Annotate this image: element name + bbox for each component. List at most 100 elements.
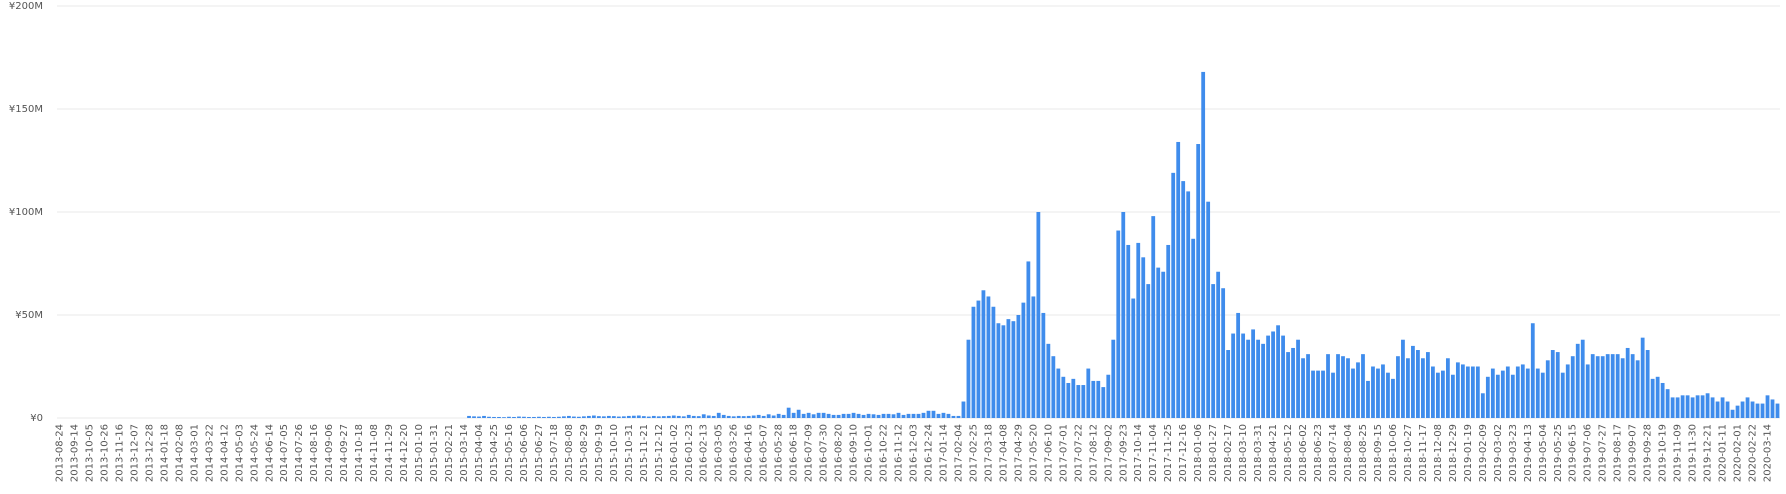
bar — [1480, 393, 1485, 418]
bar — [1485, 376, 1490, 418]
x-tick-label: 2016-09-10 — [849, 424, 860, 482]
x-tick-label: 2020-02-01 — [1733, 424, 1744, 482]
x-tick-label: 2015-02-21 — [444, 424, 455, 482]
bar — [1081, 385, 1086, 418]
bar — [1745, 397, 1750, 418]
bar — [641, 416, 646, 418]
bar — [1560, 372, 1565, 418]
x-tick-label: 2020-01-11 — [1718, 424, 1729, 482]
bar — [1156, 267, 1161, 418]
bar — [1331, 372, 1335, 418]
bar — [1755, 403, 1760, 418]
bar — [866, 413, 871, 418]
bar — [741, 416, 746, 418]
bar — [1281, 335, 1285, 418]
bar — [1151, 216, 1156, 418]
bar — [1266, 335, 1270, 418]
bar — [1361, 354, 1365, 418]
x-tick-label: 2019-09-28 — [1643, 424, 1654, 482]
bar — [951, 415, 956, 418]
x-tick-label: 2015-01-31 — [429, 424, 440, 482]
x-tick-label: 2016-11-12 — [894, 424, 905, 482]
bar — [1286, 352, 1290, 418]
bar — [1116, 230, 1121, 418]
bar — [1555, 352, 1560, 418]
bar — [791, 412, 796, 418]
x-tick-label: 2014-09-06 — [324, 424, 335, 482]
bar — [666, 415, 671, 418]
bar — [482, 415, 486, 418]
bar — [1061, 376, 1066, 418]
bar — [477, 416, 481, 418]
bar — [492, 416, 496, 418]
bar — [1670, 397, 1675, 418]
bar — [522, 416, 526, 418]
bar — [946, 413, 951, 418]
bar — [1011, 321, 1016, 418]
x-tick-label: 2015-04-04 — [474, 424, 485, 482]
bar — [1036, 212, 1041, 418]
bar — [1730, 409, 1735, 418]
bar — [861, 414, 866, 418]
bar — [1635, 360, 1640, 418]
bar — [586, 415, 591, 418]
x-tick-label: 2019-12-21 — [1703, 424, 1714, 482]
bar — [916, 413, 921, 418]
bar — [1431, 366, 1435, 418]
x-tick-label: 2015-10-31 — [624, 424, 635, 482]
bar — [841, 413, 846, 418]
x-tick-label: 2016-04-16 — [744, 424, 755, 482]
bar — [1426, 352, 1430, 418]
bar — [1545, 360, 1550, 418]
x-tick-label: 2016-08-20 — [834, 424, 845, 482]
x-tick-label: 2017-09-02 — [1103, 424, 1114, 482]
x-tick-label: 2014-03-22 — [204, 424, 215, 482]
x-tick-label: 2017-10-14 — [1133, 424, 1144, 482]
bar — [1366, 380, 1370, 418]
x-tick-label: 2016-05-07 — [759, 424, 770, 482]
x-tick-label: 2017-02-04 — [953, 424, 964, 482]
bar — [1101, 387, 1106, 418]
x-tick-label: 2013-11-16 — [114, 424, 125, 482]
bar — [1376, 368, 1380, 418]
bar — [781, 414, 786, 418]
x-tick-label: 2018-03-31 — [1253, 424, 1264, 482]
x-tick-label: 2014-08-16 — [309, 424, 320, 482]
bar — [766, 414, 771, 418]
x-tick-label: 2019-07-27 — [1598, 424, 1609, 482]
bar — [1136, 242, 1141, 418]
bar — [572, 416, 576, 418]
x-tick-label: 2018-04-21 — [1268, 424, 1279, 482]
bar — [596, 416, 601, 418]
x-tick-label: 2017-11-04 — [1148, 424, 1159, 482]
bar — [1520, 364, 1525, 418]
bar — [1515, 366, 1520, 418]
bar — [631, 415, 636, 418]
bar — [1066, 382, 1071, 418]
bar — [876, 414, 881, 418]
bar — [562, 416, 566, 418]
bar — [1041, 312, 1046, 418]
bar — [1595, 356, 1600, 418]
bar — [1381, 364, 1385, 418]
bar — [746, 415, 751, 418]
bar — [1465, 366, 1470, 418]
x-tick-label: 2017-02-25 — [968, 424, 979, 482]
x-tick-label: 2018-03-10 — [1238, 424, 1249, 482]
bar — [1121, 212, 1126, 418]
bar — [1001, 325, 1006, 418]
bar — [1031, 296, 1036, 418]
bar — [906, 413, 911, 418]
bar — [1640, 337, 1645, 418]
bar — [656, 416, 661, 418]
bar — [721, 414, 726, 418]
x-tick-label: 2016-03-05 — [714, 424, 725, 482]
bar — [537, 416, 541, 418]
bar — [821, 412, 826, 418]
bar — [1411, 345, 1415, 418]
bar — [1406, 358, 1410, 418]
bar — [1495, 374, 1500, 418]
bar — [1261, 343, 1265, 418]
bar — [1386, 372, 1390, 418]
